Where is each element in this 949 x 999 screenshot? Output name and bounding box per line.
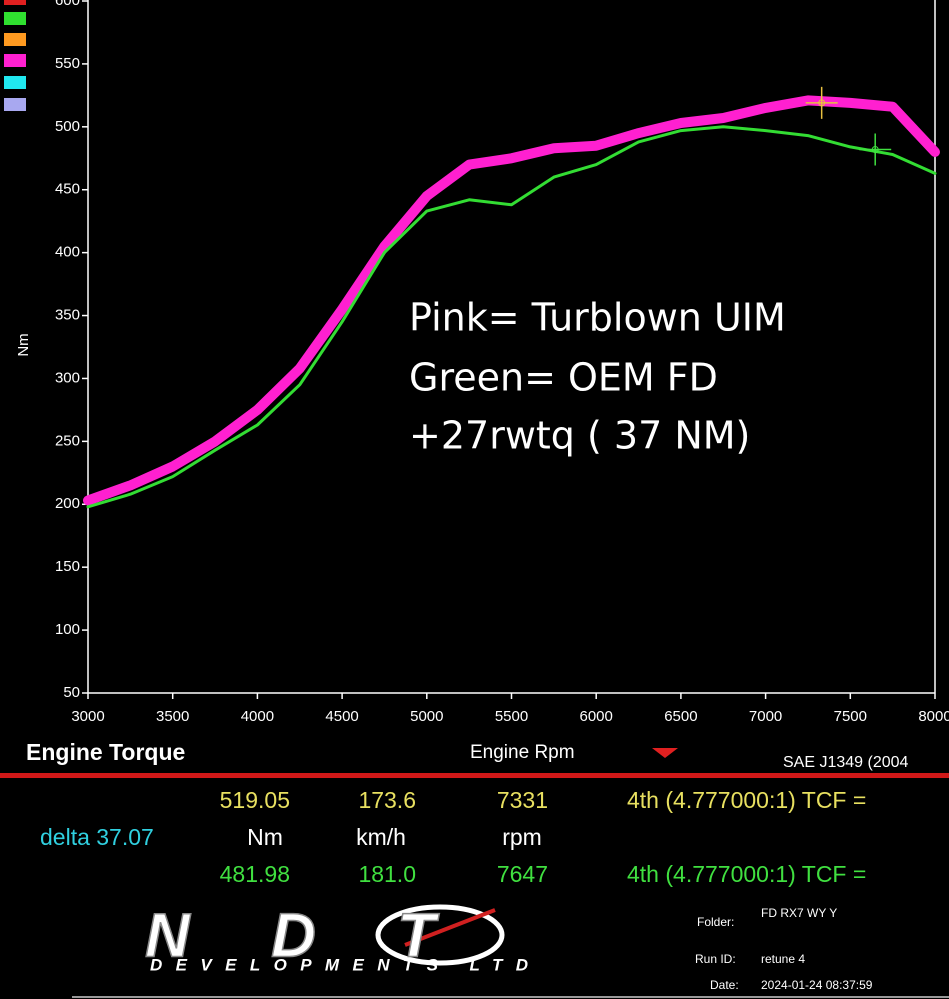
readout-delta: delta 37.07 xyxy=(40,824,154,850)
cursor xyxy=(805,86,838,119)
chart-title: Engine Torque xyxy=(26,739,185,765)
annotation: +27rwtq ( 37 NM) xyxy=(409,414,750,458)
x-tick-label: 3500 xyxy=(156,708,189,725)
info-label: Run ID: xyxy=(695,952,736,966)
x-tick-label: 7000 xyxy=(749,708,782,725)
cursor-dot xyxy=(871,145,879,153)
unit: km/h xyxy=(356,824,406,850)
x-tick-label: 6000 xyxy=(580,708,613,725)
x-axis-label: Engine Rpm xyxy=(470,742,575,763)
readout-speed: 181.0 xyxy=(358,861,416,887)
unit: rpm xyxy=(502,824,542,850)
info-value: 2024-01-24 08:37:59 xyxy=(761,978,873,992)
annotation: Pink= Turblown UIM xyxy=(409,296,786,340)
cursor-dot xyxy=(818,99,826,107)
info-label: Date: xyxy=(710,978,739,992)
readout-gear: 4th (4.777000:1) TCF = xyxy=(627,787,866,813)
y-axis-label: Nm xyxy=(15,333,32,356)
x-tick-label: 8000 xyxy=(918,708,949,725)
readout-gear: 4th (4.777000:1) TCF = xyxy=(627,861,866,887)
x-tick-label: 6500 xyxy=(664,708,697,725)
x-tick-label: 5000 xyxy=(410,708,443,725)
y-tick-label: 50 xyxy=(63,684,80,701)
readout-torque: 519.05 xyxy=(220,787,290,813)
x-tick-label: 7500 xyxy=(834,708,867,725)
y-tick-label: 500 xyxy=(55,118,80,135)
divider xyxy=(0,773,949,778)
cursor xyxy=(859,133,892,166)
info-label: Folder: xyxy=(697,915,734,929)
swatch xyxy=(4,76,26,89)
y-tick-label: 150 xyxy=(55,558,80,575)
info-value: retune 4 xyxy=(761,952,805,966)
y-tick-label: 450 xyxy=(55,181,80,198)
logo-sub: DEVELOPMENTS LTD xyxy=(150,955,528,974)
color-swatches xyxy=(4,0,26,111)
dropdown-arrow[interactable] xyxy=(652,748,678,758)
y-tick-label: 350 xyxy=(55,307,80,324)
x-tick-label: 4500 xyxy=(325,708,358,725)
readout-speed: 173.6 xyxy=(358,787,416,813)
y-tick-label: 200 xyxy=(55,495,80,512)
swatch xyxy=(4,54,26,67)
torque-line xyxy=(83,95,940,506)
annotation: Green= OEM FD xyxy=(409,356,718,400)
x-tick-label: 4000 xyxy=(241,708,274,725)
y-tick-label: 250 xyxy=(55,432,80,449)
readout-torque: 481.98 xyxy=(220,861,290,887)
y-tick-label: 100 xyxy=(55,621,80,638)
swatch xyxy=(4,33,26,46)
info-value: FD RX7 WY Y xyxy=(761,906,837,920)
x-tick-label: 3000 xyxy=(71,708,104,725)
y-tick-label: 300 xyxy=(55,369,80,386)
swatch xyxy=(4,0,26,5)
swatch xyxy=(4,98,26,111)
x-tick-label: 5500 xyxy=(495,708,528,725)
logo-gauge xyxy=(375,904,505,966)
logo-needle xyxy=(404,908,496,947)
torque-line xyxy=(86,125,937,509)
readout-rpm: 7647 xyxy=(497,861,548,887)
y-tick-label: 600 xyxy=(55,0,80,9)
standard: SAE J1349 (2004 xyxy=(783,754,909,771)
unit: Nm xyxy=(247,824,283,850)
readout-rpm: 7331 xyxy=(497,787,548,813)
y-tick-label: 550 xyxy=(55,55,80,72)
swatch xyxy=(4,12,26,25)
y-tick-label: 400 xyxy=(55,244,80,261)
